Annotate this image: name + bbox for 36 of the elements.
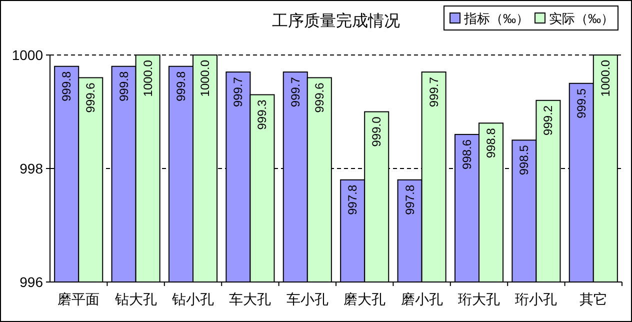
x-tick-label: 珩小孔 xyxy=(515,291,558,307)
data-label: 998.8 xyxy=(484,128,498,158)
data-label: 1000.0 xyxy=(198,60,212,97)
legend-label: 指标（‰） xyxy=(463,11,529,26)
data-label: 999.8 xyxy=(174,71,188,102)
data-label: 998.5 xyxy=(517,144,532,176)
data-label: 999.6 xyxy=(84,82,98,113)
data-label: 999.3 xyxy=(255,99,270,130)
data-label: 1000.0 xyxy=(598,60,612,97)
y-tick-label: 996 xyxy=(20,274,44,290)
data-label: 999.5 xyxy=(574,88,588,118)
x-tick-label: 钻小孔 xyxy=(171,291,214,307)
x-tick-label: 磨平面 xyxy=(58,291,100,307)
data-label: 999.7 xyxy=(426,76,441,108)
data-label: 999.0 xyxy=(370,116,384,147)
data-label: 998.6 xyxy=(460,139,474,170)
x-tick-label: 车小孔 xyxy=(286,291,328,307)
data-label: 997.8 xyxy=(402,184,417,215)
data-label: 999.2 xyxy=(541,105,556,136)
x-tick-label: 磨大孔 xyxy=(344,291,386,307)
data-label: 999.7 xyxy=(231,76,246,108)
x-tick-label: 钻大孔 xyxy=(114,291,157,307)
chart-title: 工序质量完成情况 xyxy=(272,12,400,30)
data-label: 1000.0 xyxy=(140,60,155,97)
y-tick-label: 998 xyxy=(20,160,44,176)
data-label: 999.6 xyxy=(312,82,326,113)
y-tick-label: 1000 xyxy=(12,47,44,63)
x-tick-label: 车大孔 xyxy=(229,291,272,307)
x-tick-label: 其它 xyxy=(579,291,608,307)
x-tick-label: 珩大孔 xyxy=(458,291,500,307)
data-label: 999.8 xyxy=(116,71,131,102)
data-label: 997.8 xyxy=(346,184,360,215)
data-label: 999.8 xyxy=(60,71,74,102)
legend-label: 实际（‰） xyxy=(549,11,614,26)
x-tick-label: 磨小孔 xyxy=(400,291,443,307)
data-label: 999.7 xyxy=(288,76,302,108)
